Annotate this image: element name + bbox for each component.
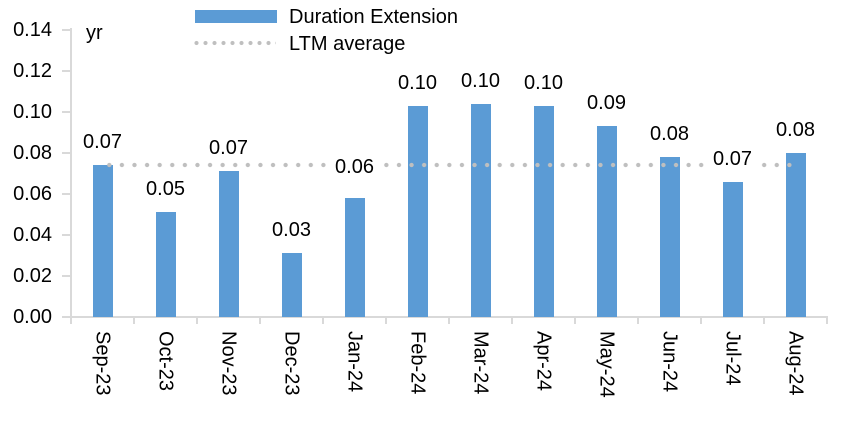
bar [281, 253, 302, 317]
bar-value-label: 0.10 [395, 73, 440, 94]
y-axis-tick [62, 316, 70, 318]
x-axis-label: Dec-23 [280, 331, 303, 396]
y-axis-tick-label: 0.00 [13, 306, 52, 328]
ltm-average-line [102, 161, 796, 168]
bar-value-label: 0.07 [206, 138, 251, 159]
bar-value-label: 0.10 [458, 71, 503, 92]
y-axis-line [70, 28, 72, 323]
bar [533, 106, 554, 317]
bar [218, 171, 239, 317]
x-axis-tick [574, 317, 576, 324]
bar [596, 126, 617, 317]
x-axis-tick [637, 317, 639, 324]
bar-value-label: 0.06 [332, 157, 377, 178]
x-axis-label: Jun-24 [658, 331, 681, 393]
bar [470, 104, 491, 317]
y-axis-tick-label: 0.02 [13, 265, 52, 287]
x-axis-label: Aug-24 [784, 331, 807, 396]
bar-value-label: 0.05 [143, 179, 188, 200]
x-axis-label: Feb-24 [406, 331, 429, 395]
x-axis-tick [511, 317, 513, 324]
bar [659, 157, 680, 317]
legend-label-ltm-average: LTM average [289, 33, 406, 55]
x-axis-tick [700, 317, 702, 324]
bar-series-legend-swatch [195, 10, 277, 23]
x-axis-label: Jul-24 [721, 331, 744, 386]
bar-value-label: 0.07 [710, 149, 755, 170]
y-axis-tick [62, 29, 70, 31]
dotted-line-legend-swatch-icon [192, 40, 276, 46]
x-axis-tick [826, 317, 828, 324]
legend-label-duration-extension: Duration Extension [289, 6, 458, 28]
x-axis-label: Nov-23 [217, 331, 240, 396]
bar-value-label: 0.10 [521, 73, 566, 94]
x-axis-tick [448, 317, 450, 324]
x-axis-label: Oct-23 [154, 331, 177, 392]
bar [92, 165, 113, 317]
bar-value-label: 0.03 [269, 220, 314, 241]
bar [722, 182, 743, 317]
x-axis-tick [196, 317, 198, 324]
bar [785, 153, 806, 317]
y-axis-tick-label: 0.10 [13, 101, 52, 123]
y-axis-tick-label: 0.04 [13, 224, 52, 246]
bar-value-label: 0.09 [584, 93, 629, 114]
y-axis-tick [62, 234, 70, 236]
y-axis-tick-label: 0.14 [13, 19, 52, 41]
x-axis-tick [385, 317, 387, 324]
x-axis-tick [70, 317, 72, 324]
bar [407, 106, 428, 317]
y-axis-tick [62, 70, 70, 72]
x-axis-label: Sep-23 [91, 331, 114, 396]
x-axis-tick [322, 317, 324, 324]
y-axis-tick [62, 275, 70, 277]
y-axis-tick [62, 111, 70, 113]
y-axis-tick [62, 193, 70, 195]
x-axis-label: Apr-24 [532, 331, 555, 392]
y-axis-tick-label: 0.12 [13, 60, 52, 82]
y-axis-tick [62, 152, 70, 154]
x-axis-label: Jan-24 [343, 331, 366, 393]
bar-value-label: 0.07 [80, 132, 125, 153]
bar-value-label: 0.08 [647, 124, 692, 145]
x-axis-label: May-24 [595, 331, 618, 398]
x-axis-tick [763, 317, 765, 324]
y-axis-tick-label: 0.08 [13, 142, 52, 164]
bar-value-label: 0.08 [773, 120, 818, 141]
bar [155, 212, 176, 317]
x-axis-tick [259, 317, 261, 324]
x-axis-label: Mar-24 [469, 331, 492, 395]
y-axis-tick-label: 0.06 [13, 183, 52, 205]
x-axis-tick [133, 317, 135, 324]
y-axis-unit-label: yr [86, 22, 103, 44]
bar [344, 198, 365, 317]
